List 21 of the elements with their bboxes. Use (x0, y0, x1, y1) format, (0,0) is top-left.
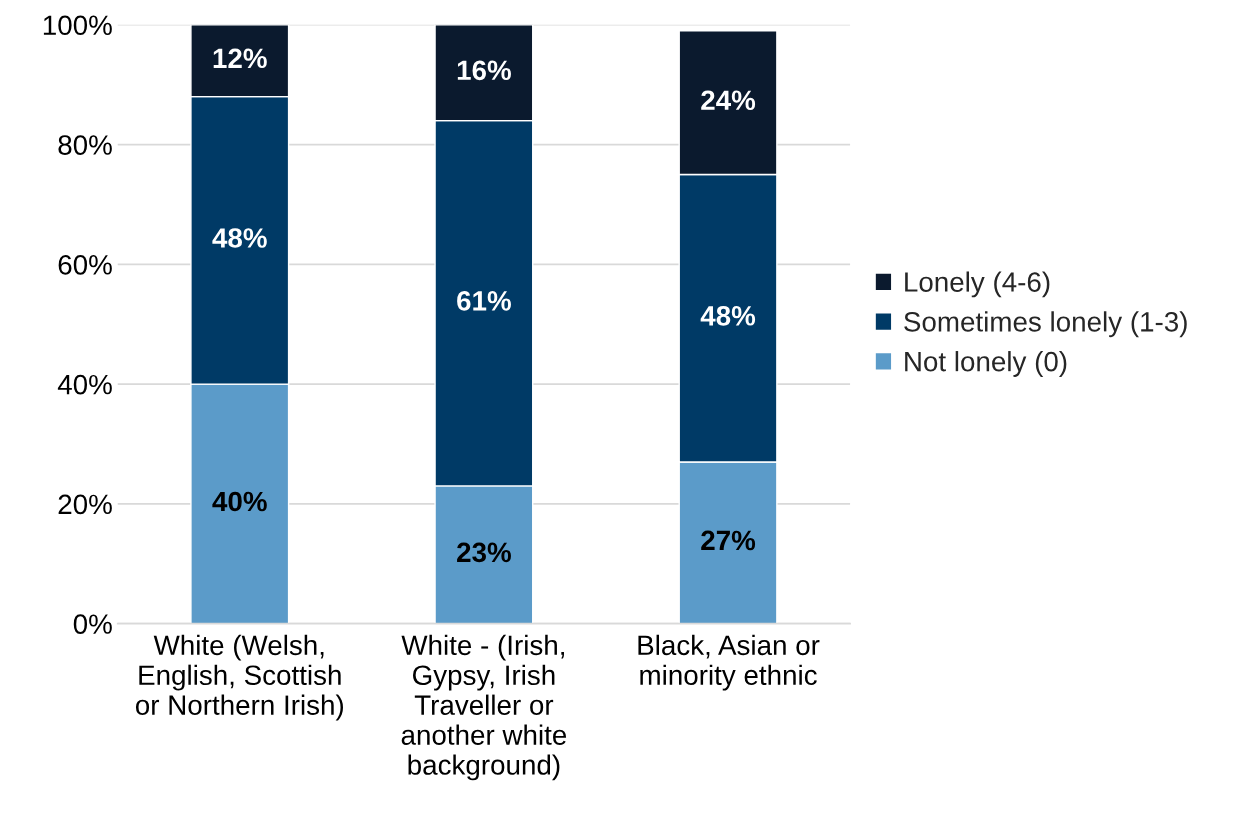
y-tick-label: 20% (58, 494, 112, 515)
data-label: 12% (213, 48, 267, 69)
data-label: 16% (457, 60, 511, 81)
data-label: 40% (212, 491, 267, 512)
x-tick-label: White - (Irish, Gypsy, Irish Traveller or another white background) (401, 634, 567, 781)
x-tick-label: Black, Asian or minority ethnic (638, 634, 820, 691)
data-label: 48% (212, 228, 267, 248)
x-tick-label: White (Welsh, English, Scottish or Northern Irish) (135, 634, 344, 721)
y-tick-label: 100% (43, 15, 112, 36)
legend-label: Sometimes lonely (1-3) (904, 311, 1187, 338)
data-label: 23% (457, 542, 511, 563)
data-label: 24% (701, 90, 756, 111)
legend-label: Not lonely (0) (905, 351, 1067, 377)
data-label: 48% (700, 306, 756, 326)
legend-label: Lonely (4-6) (905, 271, 1050, 298)
y-tick-label: 80% (58, 135, 112, 155)
data-label: 27% (701, 530, 756, 551)
y-tick-label: 40% (57, 374, 112, 395)
y-tick-label: 60% (58, 254, 112, 275)
y-tick-label: 0% (73, 614, 112, 634)
data-label: 61% (457, 291, 511, 311)
